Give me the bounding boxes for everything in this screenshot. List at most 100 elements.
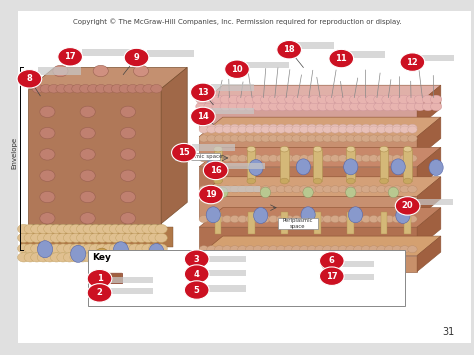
Ellipse shape bbox=[321, 273, 328, 282]
Circle shape bbox=[80, 127, 95, 139]
Polygon shape bbox=[417, 236, 441, 272]
Circle shape bbox=[284, 246, 293, 253]
Circle shape bbox=[377, 126, 386, 133]
Circle shape bbox=[109, 224, 121, 234]
Bar bbox=[403, 149, 412, 181]
Circle shape bbox=[88, 84, 99, 93]
Bar bbox=[204, 256, 246, 262]
Circle shape bbox=[237, 215, 247, 223]
Text: 17: 17 bbox=[326, 272, 337, 281]
Ellipse shape bbox=[313, 178, 322, 184]
Circle shape bbox=[252, 102, 264, 111]
Circle shape bbox=[300, 135, 309, 142]
Circle shape bbox=[361, 126, 371, 133]
Circle shape bbox=[333, 102, 345, 111]
Circle shape bbox=[276, 215, 286, 223]
Circle shape bbox=[40, 170, 55, 181]
Circle shape bbox=[406, 102, 418, 111]
Polygon shape bbox=[28, 67, 187, 89]
Ellipse shape bbox=[344, 159, 358, 175]
Circle shape bbox=[57, 253, 69, 262]
Circle shape bbox=[120, 127, 136, 139]
Circle shape bbox=[384, 215, 394, 223]
Circle shape bbox=[261, 186, 270, 193]
Text: 10: 10 bbox=[231, 65, 243, 74]
Circle shape bbox=[57, 244, 69, 253]
Circle shape bbox=[142, 224, 154, 234]
Circle shape bbox=[191, 83, 215, 102]
Circle shape bbox=[395, 197, 420, 215]
Circle shape bbox=[392, 155, 401, 162]
Ellipse shape bbox=[247, 178, 255, 184]
Circle shape bbox=[330, 135, 340, 142]
Circle shape bbox=[199, 186, 209, 193]
Circle shape bbox=[246, 124, 255, 131]
Circle shape bbox=[300, 246, 309, 253]
Circle shape bbox=[369, 126, 379, 133]
Circle shape bbox=[136, 253, 148, 262]
Circle shape bbox=[392, 186, 401, 193]
Circle shape bbox=[354, 246, 363, 253]
Polygon shape bbox=[199, 85, 441, 105]
Circle shape bbox=[215, 246, 224, 253]
Circle shape bbox=[246, 246, 255, 253]
Circle shape bbox=[307, 186, 317, 193]
Circle shape bbox=[253, 246, 263, 253]
Circle shape bbox=[222, 135, 232, 142]
Circle shape bbox=[361, 215, 371, 223]
Circle shape bbox=[90, 224, 102, 234]
Circle shape bbox=[269, 155, 278, 162]
Circle shape bbox=[369, 186, 379, 193]
Circle shape bbox=[96, 288, 106, 295]
Circle shape bbox=[277, 102, 288, 111]
Ellipse shape bbox=[396, 207, 410, 224]
Circle shape bbox=[207, 126, 216, 133]
Bar bbox=[110, 288, 153, 294]
Circle shape bbox=[83, 253, 95, 262]
Circle shape bbox=[346, 186, 356, 193]
Bar bbox=[223, 163, 265, 169]
Circle shape bbox=[246, 135, 255, 142]
Circle shape bbox=[120, 213, 136, 224]
Circle shape bbox=[228, 102, 239, 111]
Circle shape bbox=[142, 253, 154, 262]
Circle shape bbox=[309, 102, 320, 111]
Circle shape bbox=[400, 126, 410, 133]
Circle shape bbox=[384, 135, 394, 142]
Circle shape bbox=[292, 135, 301, 142]
Circle shape bbox=[361, 124, 371, 131]
Circle shape bbox=[220, 102, 231, 111]
Bar bbox=[248, 212, 255, 234]
Circle shape bbox=[292, 155, 301, 162]
Circle shape bbox=[72, 84, 83, 93]
Circle shape bbox=[40, 127, 55, 139]
Bar bbox=[199, 137, 417, 158]
Text: 5: 5 bbox=[194, 285, 200, 295]
Ellipse shape bbox=[113, 242, 128, 259]
Circle shape bbox=[261, 246, 270, 253]
Circle shape bbox=[143, 84, 154, 93]
Circle shape bbox=[400, 124, 410, 131]
Circle shape bbox=[207, 135, 216, 142]
Ellipse shape bbox=[254, 207, 268, 224]
Circle shape bbox=[253, 124, 263, 131]
Circle shape bbox=[369, 155, 379, 162]
Circle shape bbox=[269, 95, 280, 104]
Circle shape bbox=[414, 102, 426, 111]
Circle shape bbox=[199, 124, 209, 131]
Circle shape bbox=[203, 161, 228, 180]
Circle shape bbox=[212, 95, 223, 104]
Circle shape bbox=[64, 84, 75, 93]
Circle shape bbox=[90, 233, 102, 242]
Bar bbox=[199, 196, 417, 218]
Bar bbox=[175, 153, 220, 160]
Bar bbox=[100, 273, 122, 283]
Text: 19: 19 bbox=[205, 190, 217, 199]
Bar bbox=[278, 218, 318, 229]
Bar bbox=[314, 212, 321, 234]
Circle shape bbox=[90, 253, 102, 262]
Circle shape bbox=[151, 84, 162, 93]
Circle shape bbox=[237, 126, 247, 133]
Circle shape bbox=[80, 191, 95, 203]
Circle shape bbox=[307, 135, 317, 142]
